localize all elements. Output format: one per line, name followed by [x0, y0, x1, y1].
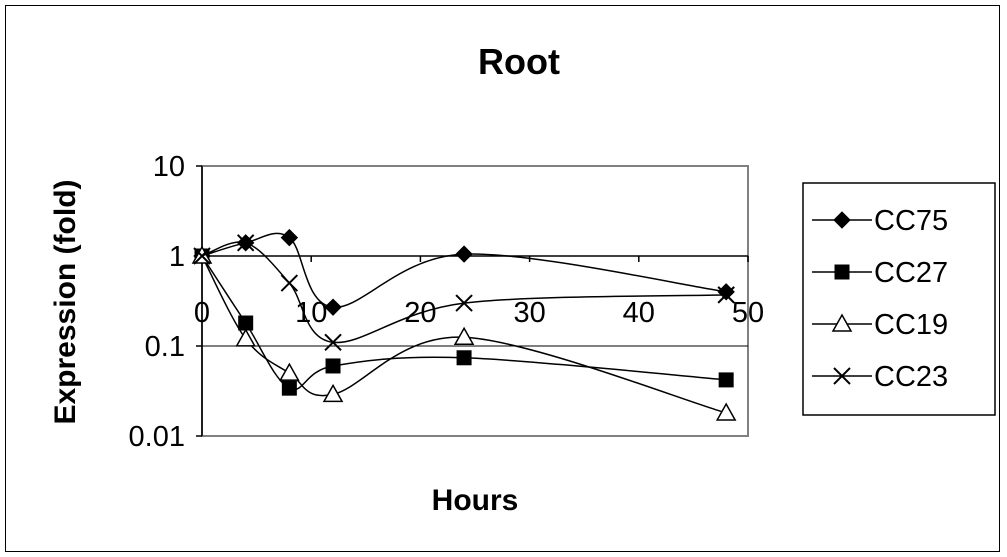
legend: CC75 CC27 CC19 CC23 — [812, 205, 948, 393]
legend-marker-square — [834, 264, 850, 280]
legend-marker-triangle — [831, 313, 853, 332]
data-point-cc27-2 — [281, 380, 297, 396]
data-point-cc23-1 — [236, 234, 255, 252]
legend-label: CC23 — [874, 361, 948, 393]
data-point-cc27-5 — [718, 372, 734, 388]
y-tick-label: 0.01 — [129, 421, 185, 453]
y-tick-label: 1 — [169, 241, 185, 273]
x-tick-label: 30 — [513, 297, 545, 329]
x-tick-labels: 0 10 20 30 40 50 — [194, 297, 764, 329]
y-tick-label: 10 — [153, 151, 185, 183]
data-point-cc75-3 — [324, 298, 342, 316]
legend-label: CC27 — [874, 257, 948, 289]
legend-item-cc23: CC23 — [812, 361, 948, 393]
data-point-cc23-3 — [324, 333, 342, 351]
data-point-cc19-5 — [715, 402, 737, 421]
series-layer — [191, 228, 737, 421]
y-tick-labels: 10 1 0.1 0.01 — [129, 151, 185, 453]
data-point-cc19-2 — [279, 362, 300, 381]
y-axis-title: Expression (fold) — [49, 179, 82, 424]
x-tick-label: 50 — [732, 297, 764, 329]
legend-item-cc27: CC27 — [812, 257, 948, 289]
series-cc27 — [194, 248, 734, 396]
data-point-cc23-5 — [717, 286, 735, 304]
x-tick-label: 40 — [623, 297, 655, 329]
chart-area: Root 10 1 0.1 0.01 0 10 20 30 40 50 Hours Expres… — [5, 5, 1000, 552]
y-tick-label: 0.1 — [145, 331, 185, 363]
series-cc23 — [193, 234, 735, 351]
x-axis-title: Hours — [432, 484, 519, 517]
data-point-cc19-4 — [453, 326, 475, 346]
chart-title: Root — [478, 41, 560, 82]
data-point-cc27-4 — [456, 350, 472, 366]
legend-marker-diamond — [833, 211, 851, 229]
data-point-cc23-0 — [193, 247, 211, 265]
x-tick-label: 0 — [194, 297, 210, 329]
data-point-cc27-3 — [325, 358, 341, 374]
data-point-cc75-2 — [280, 228, 299, 247]
data-point-cc23-2 — [280, 274, 299, 292]
legend-label: CC75 — [874, 205, 948, 237]
legend-marker-x — [833, 367, 851, 385]
data-point-cc23-4 — [455, 294, 473, 312]
data-point-cc75-4 — [455, 245, 473, 263]
legend-label: CC19 — [874, 309, 948, 341]
data-point-cc27-1 — [238, 315, 254, 331]
legend-item-cc19: CC19 — [812, 309, 948, 341]
data-point-cc19-3 — [322, 383, 344, 403]
legend-item-cc75: CC75 — [812, 205, 948, 237]
data-point-cc19-1 — [235, 328, 256, 347]
